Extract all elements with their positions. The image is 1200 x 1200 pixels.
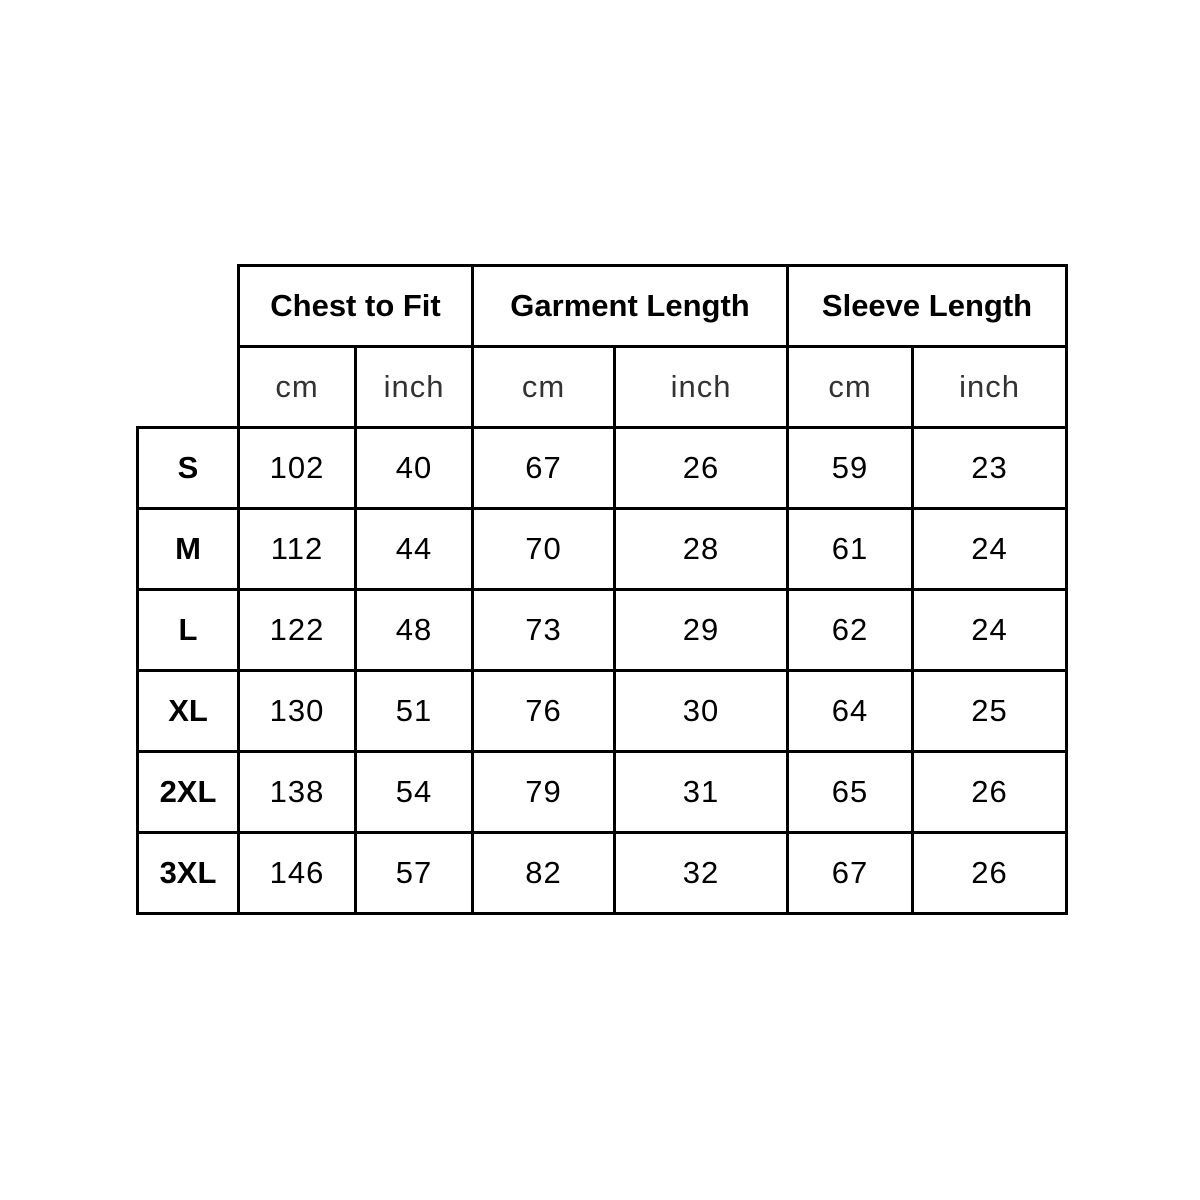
unit-header: inch — [613, 345, 789, 429]
table-row: 3XL 146 57 82 32 67 26 — [136, 831, 1068, 915]
measurement-cell: 57 — [354, 831, 474, 915]
measurement-cell: 122 — [237, 588, 357, 672]
measurement-cell: 64 — [786, 669, 914, 753]
table-body: S 102 40 67 26 59 23 M 112 44 70 28 61 24 L 122 48 73 29 62… — [136, 426, 1068, 915]
measurement-cell: 32 — [613, 831, 789, 915]
measurement-cell: 62 — [786, 588, 914, 672]
measurement-cell: 67 — [471, 426, 616, 510]
size-chart-table: Chest to Fit Garment Length Sleeve Lengt… — [136, 264, 1068, 915]
measurement-cell: 138 — [237, 750, 357, 834]
measurement-cell: 79 — [471, 750, 616, 834]
group-header-row: Chest to Fit Garment Length Sleeve Lengt… — [137, 264, 1068, 429]
table-row: S 102 40 67 26 59 23 — [136, 426, 1068, 510]
unit-header: cm — [237, 345, 357, 429]
unit-header-row: cm inch cm inch cm inch — [138, 345, 1068, 429]
measurement-cell: 76 — [471, 669, 616, 753]
measurement-cell: 44 — [354, 507, 474, 591]
measurement-cell: 31 — [613, 750, 789, 834]
measurement-cell: 146 — [237, 831, 357, 915]
measurement-cell: 65 — [786, 750, 914, 834]
size-label: S — [136, 426, 240, 510]
unit-header: cm — [786, 345, 914, 429]
unit-header: cm — [471, 345, 616, 429]
measurement-cell: 26 — [911, 750, 1068, 834]
measurement-cell: 67 — [786, 831, 914, 915]
measurement-cell: 73 — [471, 588, 616, 672]
header-sleeve-length: Sleeve Length — [786, 264, 1068, 348]
measurement-cell: 51 — [354, 669, 474, 753]
measurement-cell: 25 — [911, 669, 1068, 753]
measurement-cell: 24 — [911, 588, 1068, 672]
table-row: XL 130 51 76 30 64 25 — [136, 669, 1068, 753]
measurement-cell: 130 — [237, 669, 357, 753]
measurement-cell: 54 — [354, 750, 474, 834]
measurement-cell: 40 — [354, 426, 474, 510]
measurement-cell: 112 — [237, 507, 357, 591]
size-label: L — [136, 588, 240, 672]
size-label: XL — [136, 669, 240, 753]
measurement-cell: 26 — [911, 831, 1068, 915]
measurement-cell: 102 — [237, 426, 357, 510]
measurement-cell: 28 — [613, 507, 789, 591]
header-garment-length: Garment Length — [471, 264, 789, 348]
measurement-cell: 24 — [911, 507, 1068, 591]
unit-header: inch — [911, 345, 1068, 429]
measurement-cell: 82 — [471, 831, 616, 915]
table-row: M 112 44 70 28 61 24 — [136, 507, 1068, 591]
size-label: M — [136, 507, 240, 591]
unit-header: inch — [354, 345, 474, 429]
measurement-cell: 26 — [613, 426, 789, 510]
measurement-cell: 30 — [613, 669, 789, 753]
size-label: 3XL — [136, 831, 240, 915]
header-chest-to-fit: Chest to Fit — [237, 264, 474, 348]
size-label: 2XL — [136, 750, 240, 834]
measurement-cell: 70 — [471, 507, 616, 591]
table-row: L 122 48 73 29 62 24 — [136, 588, 1068, 672]
measurement-cell: 48 — [354, 588, 474, 672]
measurement-cell: 29 — [613, 588, 789, 672]
table-row: 2XL 138 54 79 31 65 26 — [136, 750, 1068, 834]
measurement-cell: 23 — [911, 426, 1068, 510]
empty-corner-cell — [137, 265, 240, 429]
measurement-cell: 61 — [786, 507, 914, 591]
measurement-cell: 59 — [786, 426, 914, 510]
